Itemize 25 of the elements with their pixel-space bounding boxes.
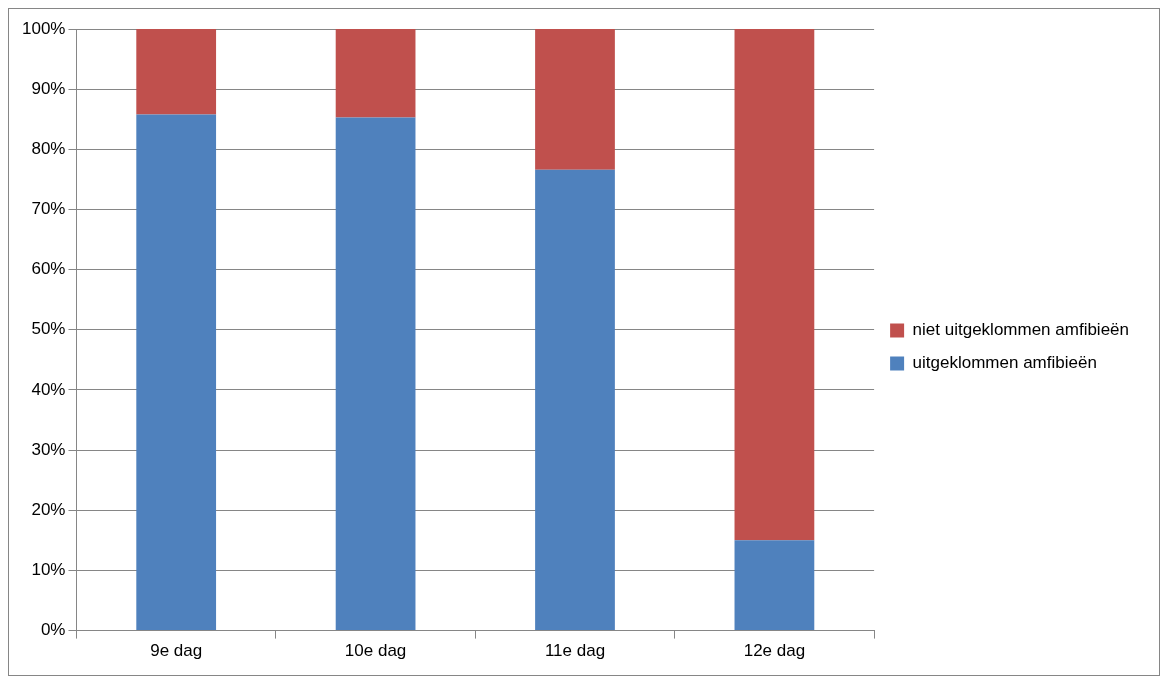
legend-label: uitgeklommen amfibieën <box>912 353 1097 373</box>
bar <box>734 29 815 541</box>
y-tick-label: 50% <box>31 319 66 339</box>
bar <box>136 29 217 115</box>
bar <box>136 114 217 631</box>
y-tick-label: 40% <box>31 379 66 399</box>
legend-label: niet uitgeklommen amfibieën <box>912 320 1130 340</box>
bar <box>335 117 416 631</box>
y-tick-label: 10% <box>31 560 66 580</box>
bar <box>535 29 615 170</box>
x-tick-label: 11e dag <box>544 641 606 661</box>
y-tick-label: 0% <box>40 620 66 640</box>
x-tick-label: 12e dag <box>743 641 806 661</box>
y-tick-label: 70% <box>31 199 66 219</box>
x-tick-label: 9e dag <box>150 641 203 661</box>
y-tick-label: 20% <box>31 499 66 519</box>
y-tick-label: 100% <box>22 18 66 38</box>
bar <box>734 540 815 631</box>
y-tick-label: 30% <box>31 439 66 459</box>
y-tick-label: 60% <box>31 259 66 279</box>
bar <box>335 29 416 118</box>
bar <box>535 169 615 631</box>
y-tick-label: 80% <box>31 139 66 159</box>
x-tick-label: 10e dag <box>344 641 407 661</box>
y-tick-label: 90% <box>31 78 66 98</box>
